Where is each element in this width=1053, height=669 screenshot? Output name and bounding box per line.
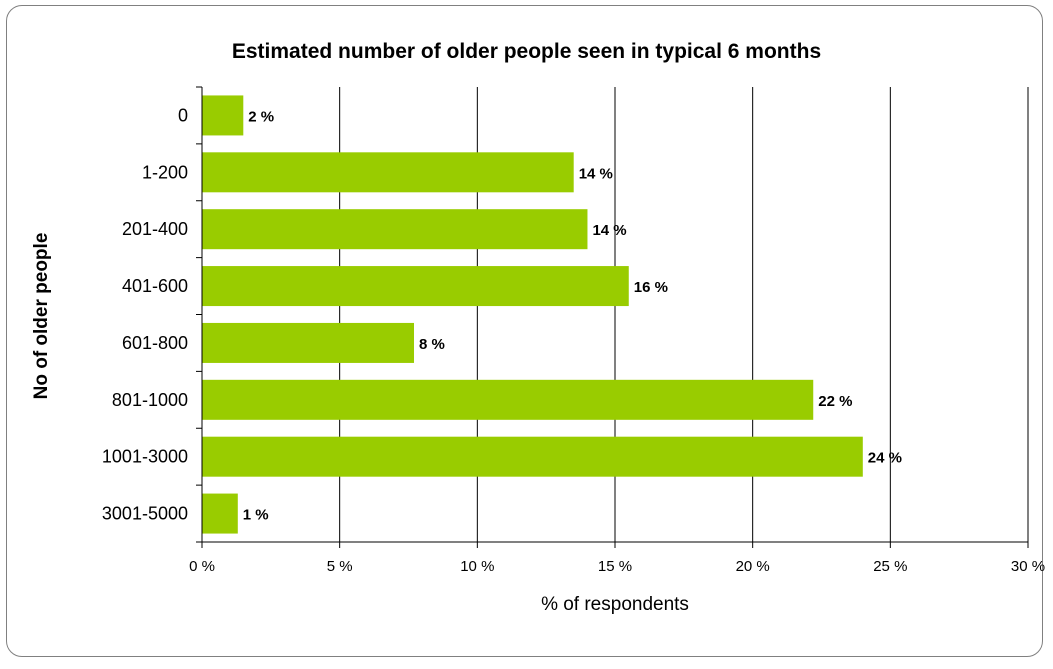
x-tick-label: 5 % (327, 558, 353, 575)
data-label: 24 % (868, 450, 902, 467)
data-label: 14 % (592, 222, 626, 239)
data-label: 8 % (419, 336, 445, 353)
x-tick-label: 0 % (189, 558, 215, 575)
x-tick-label: 30 % (1011, 558, 1045, 575)
bar (202, 95, 244, 136)
x-tick-label: 20 % (736, 558, 770, 575)
bar (202, 379, 814, 420)
x-tick-label: 25 % (873, 558, 907, 575)
category-label: 1-200 (142, 162, 188, 182)
x-tick-label: 10 % (460, 558, 494, 575)
x-axis-title: % of respondents (541, 594, 689, 615)
bar (202, 266, 629, 307)
bar (202, 152, 574, 193)
data-label: 22 % (818, 393, 852, 410)
bar (202, 436, 863, 477)
category-label: 401-600 (122, 276, 188, 296)
category-label: 0 (178, 105, 188, 125)
data-label: 14 % (579, 165, 613, 182)
category-label: 1001-3000 (102, 447, 188, 467)
category-label: 201-400 (122, 219, 188, 239)
bar (202, 322, 415, 363)
bar (202, 493, 238, 534)
category-label: 801-1000 (112, 390, 188, 410)
x-tick-label: 15 % (598, 558, 632, 575)
data-label: 2 % (248, 108, 274, 125)
category-label: 601-800 (122, 333, 188, 353)
data-label: 1 % (243, 507, 269, 524)
chart-title: Estimated number of older people seen in… (231, 40, 822, 63)
chart-frame (6, 5, 1043, 657)
category-label: 3001-5000 (102, 504, 188, 524)
data-label: 16 % (634, 279, 668, 296)
bar (202, 209, 588, 250)
